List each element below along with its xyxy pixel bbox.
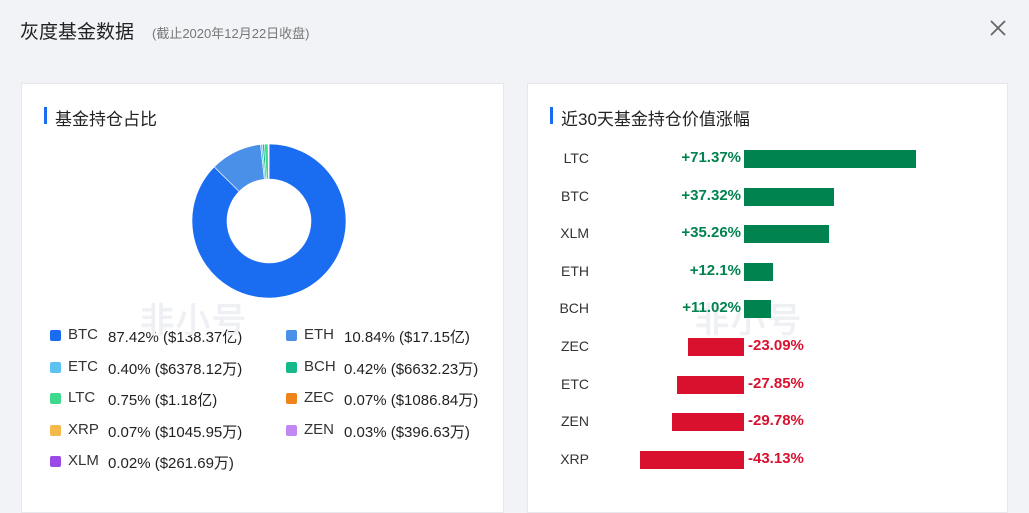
legend-name: ETC — [68, 358, 98, 375]
close-icon[interactable] — [986, 16, 1010, 40]
bar-xlm[interactable] — [744, 225, 829, 243]
legend-name: ZEN — [304, 421, 334, 438]
legend-name: XRP — [68, 421, 99, 438]
legend-value: 0.07% ($1045.95万) — [108, 421, 242, 442]
legend-name: BTC — [68, 326, 98, 343]
legend-value: 0.03% ($396.63万) — [344, 421, 470, 442]
bar-value-label: -27.85% — [748, 375, 804, 392]
legend-swatch — [286, 362, 297, 373]
legend-swatch — [286, 425, 297, 436]
page-title: 灰度基金数据 — [20, 17, 134, 44]
holdings-title: 基金持仓占比 — [44, 105, 157, 130]
legend-swatch — [50, 393, 61, 404]
change-title: 近30天基金持仓价值涨幅 — [550, 105, 750, 130]
legend-value: 10.84% ($17.15亿) — [344, 326, 470, 347]
bar-value-label: -29.78% — [748, 412, 804, 429]
legend-name: LTC — [68, 389, 95, 406]
bar-category-label: XRP — [527, 451, 589, 467]
bar-category-label: ETH — [527, 263, 589, 279]
bar-category-label: LTC — [527, 150, 589, 166]
watermark: 非小号 — [140, 293, 248, 342]
bar-value-label: -23.09% — [748, 337, 804, 354]
legend-value: 0.75% ($1.18亿) — [108, 389, 217, 410]
bar-ltc[interactable] — [744, 150, 916, 168]
legend-swatch — [50, 456, 61, 467]
bar-category-label: BCH — [527, 300, 589, 316]
bar-bch[interactable] — [744, 300, 771, 318]
bar-category-label: ZEC — [527, 338, 589, 354]
holdings-donut-chart — [191, 143, 347, 299]
legend-swatch — [50, 362, 61, 373]
bar-eth[interactable] — [744, 263, 773, 281]
legend-value: 0.02% ($261.69万) — [108, 452, 234, 473]
bar-value-label: +12.1% — [690, 262, 741, 279]
bar-value-label: +71.37% — [681, 149, 741, 166]
change-bar-chart: LTC +71.37% BTC +37.32% XLM +35.26% ETH +12.1% B… — [527, 140, 1008, 480]
bar-zen[interactable] — [672, 413, 744, 431]
bar-zec[interactable] — [688, 338, 744, 356]
legend-name: BCH — [304, 358, 336, 375]
bar-value-label: +37.32% — [681, 187, 741, 204]
legend-swatch — [286, 393, 297, 404]
legend-name: ETH — [304, 326, 334, 343]
bar-category-label: BTC — [527, 188, 589, 204]
bar-xrp[interactable] — [640, 451, 744, 469]
legend-swatch — [50, 425, 61, 436]
bar-value-label: +35.26% — [681, 224, 741, 241]
bar-etc[interactable] — [677, 376, 744, 394]
bar-category-label: XLM — [527, 225, 589, 241]
bar-value-label: +11.02% — [682, 299, 741, 316]
legend-value: 0.42% ($6632.23万) — [344, 358, 478, 379]
bar-category-label: ZEN — [527, 413, 589, 429]
legend-value: 0.40% ($6378.12万) — [108, 358, 242, 379]
bar-value-label: -43.13% — [748, 450, 804, 467]
page-subtitle: (截止2020年12月22日收盘) — [152, 23, 310, 42]
bar-btc[interactable] — [744, 188, 834, 206]
header: 灰度基金数据 (截止2020年12月22日收盘) — [0, 0, 1029, 60]
legend-value: 0.07% ($1086.84万) — [344, 389, 478, 410]
legend-swatch — [50, 330, 61, 341]
bar-category-label: ETC — [527, 376, 589, 392]
legend-name: ZEC — [304, 389, 334, 406]
legend-name: XLM — [68, 452, 99, 469]
legend-swatch — [286, 330, 297, 341]
